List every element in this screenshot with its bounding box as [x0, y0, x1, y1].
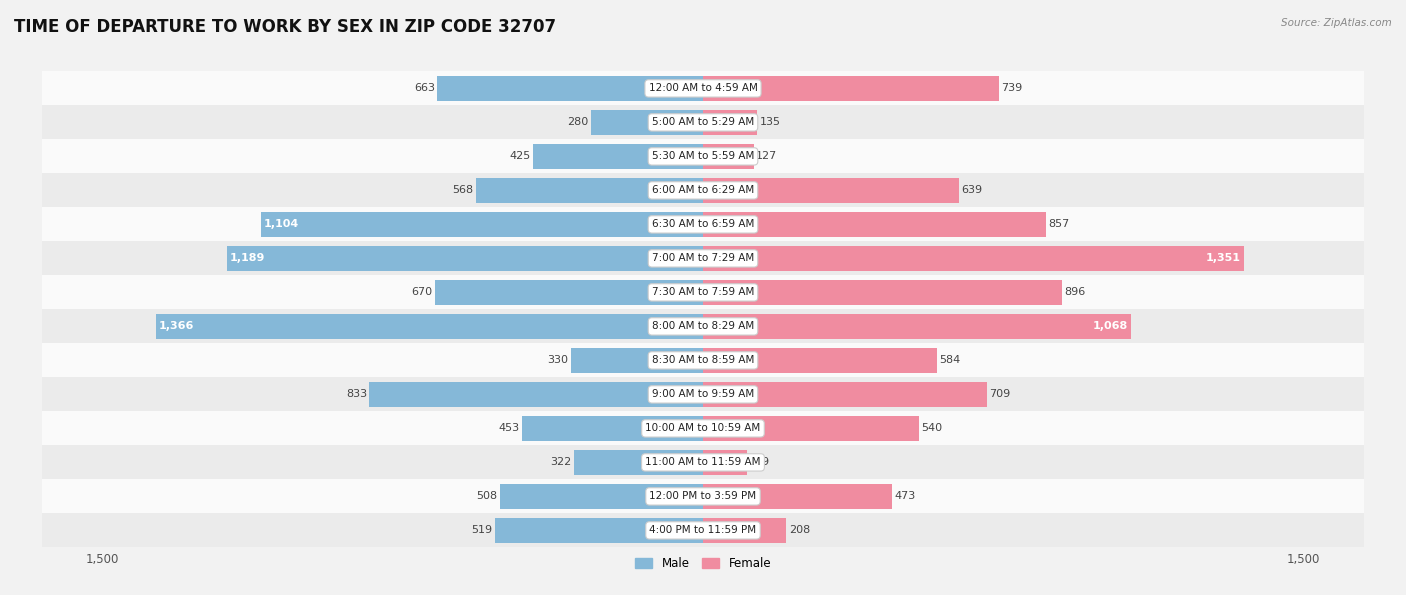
- Text: 1,366: 1,366: [159, 321, 194, 331]
- FancyBboxPatch shape: [42, 411, 1364, 446]
- Text: 330: 330: [547, 355, 568, 365]
- Text: 7:30 AM to 7:59 AM: 7:30 AM to 7:59 AM: [652, 287, 754, 298]
- Text: 833: 833: [346, 389, 367, 399]
- FancyBboxPatch shape: [42, 377, 1364, 411]
- Text: 1,351: 1,351: [1206, 253, 1241, 264]
- Text: 896: 896: [1064, 287, 1085, 298]
- Text: 453: 453: [498, 424, 519, 433]
- Text: 739: 739: [1001, 83, 1022, 93]
- Bar: [703, 178, 959, 203]
- FancyBboxPatch shape: [42, 173, 1364, 208]
- Bar: [703, 348, 936, 372]
- Text: Source: ZipAtlas.com: Source: ZipAtlas.com: [1281, 18, 1392, 28]
- Bar: [499, 484, 703, 509]
- Text: 6:30 AM to 6:59 AM: 6:30 AM to 6:59 AM: [652, 220, 754, 230]
- Text: 4:00 PM to 11:59 PM: 4:00 PM to 11:59 PM: [650, 525, 756, 536]
- Text: 12:00 PM to 3:59 PM: 12:00 PM to 3:59 PM: [650, 491, 756, 502]
- Text: 1,068: 1,068: [1092, 321, 1128, 331]
- Bar: [475, 178, 703, 203]
- Bar: [703, 314, 1130, 339]
- Text: 709: 709: [990, 389, 1011, 399]
- Text: 280: 280: [567, 117, 589, 127]
- Text: 12:00 AM to 4:59 AM: 12:00 AM to 4:59 AM: [648, 83, 758, 93]
- Text: 1,104: 1,104: [264, 220, 299, 230]
- Bar: [262, 212, 703, 237]
- FancyBboxPatch shape: [42, 71, 1364, 105]
- Text: 8:00 AM to 8:29 AM: 8:00 AM to 8:29 AM: [652, 321, 754, 331]
- Legend: Male, Female: Male, Female: [630, 552, 776, 575]
- Bar: [703, 212, 1046, 237]
- Text: 473: 473: [894, 491, 917, 502]
- Bar: [574, 450, 703, 475]
- FancyBboxPatch shape: [42, 208, 1364, 242]
- Bar: [156, 314, 703, 339]
- Text: 425: 425: [509, 151, 530, 161]
- Text: 135: 135: [759, 117, 780, 127]
- FancyBboxPatch shape: [42, 275, 1364, 309]
- Text: TIME OF DEPARTURE TO WORK BY SEX IN ZIP CODE 32707: TIME OF DEPARTURE TO WORK BY SEX IN ZIP …: [14, 18, 557, 36]
- FancyBboxPatch shape: [42, 139, 1364, 173]
- Bar: [533, 144, 703, 168]
- Text: 5:30 AM to 5:59 AM: 5:30 AM to 5:59 AM: [652, 151, 754, 161]
- Bar: [703, 382, 987, 406]
- Bar: [434, 280, 703, 305]
- Text: 127: 127: [756, 151, 778, 161]
- Text: 639: 639: [962, 186, 983, 195]
- Text: 5:00 AM to 5:29 AM: 5:00 AM to 5:29 AM: [652, 117, 754, 127]
- FancyBboxPatch shape: [42, 446, 1364, 480]
- FancyBboxPatch shape: [42, 309, 1364, 343]
- Bar: [703, 280, 1062, 305]
- Text: 208: 208: [789, 525, 810, 536]
- Bar: [703, 416, 920, 441]
- Text: 7:00 AM to 7:29 AM: 7:00 AM to 7:29 AM: [652, 253, 754, 264]
- Bar: [703, 518, 786, 543]
- Bar: [522, 416, 703, 441]
- Bar: [703, 246, 1244, 271]
- Text: 857: 857: [1049, 220, 1070, 230]
- Text: 11:00 AM to 11:59 AM: 11:00 AM to 11:59 AM: [645, 458, 761, 468]
- Bar: [226, 246, 703, 271]
- FancyBboxPatch shape: [42, 343, 1364, 377]
- Bar: [571, 348, 703, 372]
- Text: 8:30 AM to 8:59 AM: 8:30 AM to 8:59 AM: [652, 355, 754, 365]
- Bar: [495, 518, 703, 543]
- FancyBboxPatch shape: [42, 242, 1364, 275]
- Text: 519: 519: [471, 525, 492, 536]
- Bar: [370, 382, 703, 406]
- Text: 670: 670: [411, 287, 432, 298]
- Bar: [703, 110, 756, 134]
- Text: 9:00 AM to 9:59 AM: 9:00 AM to 9:59 AM: [652, 389, 754, 399]
- Bar: [591, 110, 703, 134]
- Text: 568: 568: [451, 186, 472, 195]
- Text: 508: 508: [477, 491, 498, 502]
- Text: 6:00 AM to 6:29 AM: 6:00 AM to 6:29 AM: [652, 186, 754, 195]
- Text: 109: 109: [749, 458, 770, 468]
- Bar: [703, 484, 893, 509]
- Text: 584: 584: [939, 355, 960, 365]
- Bar: [703, 144, 754, 168]
- Text: 10:00 AM to 10:59 AM: 10:00 AM to 10:59 AM: [645, 424, 761, 433]
- Text: 663: 663: [415, 83, 434, 93]
- Bar: [703, 450, 747, 475]
- Bar: [703, 76, 1000, 101]
- Text: 1,189: 1,189: [231, 253, 266, 264]
- FancyBboxPatch shape: [42, 480, 1364, 513]
- Text: 540: 540: [922, 424, 943, 433]
- Text: 322: 322: [550, 458, 572, 468]
- Bar: [437, 76, 703, 101]
- FancyBboxPatch shape: [42, 513, 1364, 547]
- FancyBboxPatch shape: [42, 105, 1364, 139]
